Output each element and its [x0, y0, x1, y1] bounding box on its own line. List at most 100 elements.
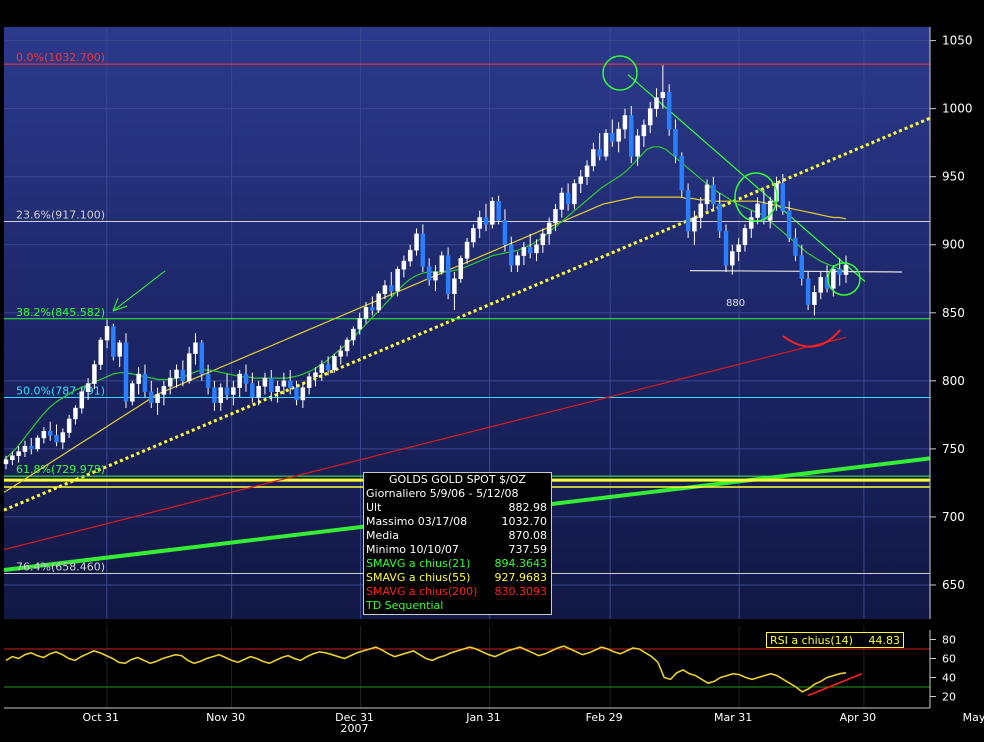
info-row-label: Massimo 03/17/08	[366, 515, 468, 528]
candle-up	[818, 277, 823, 293]
info-row-label: TD Sequential	[366, 599, 444, 612]
candle-down	[29, 445, 34, 450]
candle-up	[104, 326, 110, 341]
candle-up	[10, 455, 15, 461]
candle-up	[167, 377, 173, 387]
rsi-value: 44.83	[868, 634, 901, 647]
x-tick-label: Mar 31	[714, 711, 752, 724]
candle-up	[3, 459, 9, 465]
candle-up	[130, 383, 135, 402]
candle-up	[458, 258, 463, 280]
candle-up	[660, 92, 666, 99]
candle-up	[117, 342, 122, 357]
candle-down	[389, 285, 394, 292]
info-row-value: 882.98	[508, 501, 548, 514]
candle-up	[73, 407, 78, 420]
y-tick-label: 650	[942, 578, 965, 592]
info-row-label: SMAVG a chius(200)	[366, 585, 478, 598]
candle-up	[275, 386, 280, 392]
candle-down	[799, 255, 805, 280]
info-row: Minimo 10/10/07 737.59	[364, 543, 551, 557]
fib-level-label: 61.8%(729.978)	[16, 463, 105, 476]
candle-up	[79, 391, 85, 409]
candle-up	[730, 251, 735, 266]
candle-down	[250, 383, 255, 398]
info-header-2: Giornaliero 5/9/06 - 5/12/08	[366, 487, 519, 500]
neckline	[689, 270, 903, 273]
candle-up	[515, 255, 520, 266]
candle-up	[591, 149, 596, 167]
candle-up	[319, 364, 325, 373]
candle-down	[509, 244, 514, 266]
candle-up	[584, 165, 590, 177]
y-tick-label: 850	[942, 306, 965, 320]
candle-up	[136, 373, 141, 384]
candle-up	[313, 372, 318, 378]
candle-up	[193, 342, 198, 354]
arrow-shaft	[112, 270, 166, 312]
candle-up	[382, 285, 388, 294]
fib-level-label: 38.2%(845.582)	[16, 306, 105, 319]
candle-up	[231, 387, 236, 395]
x-tick-label: Feb 29	[586, 711, 623, 724]
candle-up	[452, 278, 457, 294]
candle-up	[812, 292, 817, 305]
info-row: SMAVG a chius(21) 894.3643	[364, 557, 551, 571]
right-circle	[827, 262, 861, 296]
candle-up	[174, 369, 179, 379]
candle-up	[736, 244, 741, 252]
candle-down	[527, 247, 533, 254]
candle-down	[224, 387, 230, 395]
candle-down	[123, 342, 129, 402]
info-row-label: SMAVG a chius(21)	[366, 557, 471, 570]
candle-up	[698, 203, 703, 218]
candle-down	[761, 203, 767, 221]
x-tick-label: Dec 31	[335, 711, 374, 724]
candle-up	[155, 394, 160, 403]
info-row-label: Minimo 10/10/07	[366, 543, 459, 556]
candle-up	[622, 115, 628, 130]
rsi-y-tick-label: 20	[942, 691, 956, 704]
rsi-legend: RSI a chius(14) 44.83	[766, 632, 904, 648]
candle-down	[325, 364, 331, 371]
info-row-value: 894.3643	[494, 557, 548, 570]
candle-up	[357, 317, 362, 330]
candle-down	[805, 278, 811, 305]
fib-level-label: 0.0%(1032.700)	[16, 51, 105, 64]
candle-down	[837, 268, 842, 275]
candle-down	[142, 373, 148, 392]
candle-down	[610, 132, 615, 142]
candle-down	[496, 200, 501, 221]
candle-down	[629, 115, 634, 157]
rsi-y-tick-label: 80	[942, 634, 956, 647]
candle-down	[111, 326, 116, 357]
arrow-head	[112, 297, 128, 312]
candle-down	[673, 128, 678, 157]
info-row-value: 1032.70	[501, 515, 548, 528]
info-row-value: 830.3093	[494, 585, 548, 598]
candle-up	[755, 203, 760, 218]
y-tick-label: 950	[942, 170, 965, 184]
candle-down	[723, 230, 729, 266]
candle-up	[578, 176, 583, 184]
candle-down	[54, 435, 59, 443]
fib-level-label: 76.4%(658.460)	[16, 560, 105, 573]
candle-up	[300, 387, 306, 401]
candle-up	[843, 264, 849, 275]
candle-up	[559, 192, 565, 210]
x-tick-label: Oct 31	[83, 711, 120, 724]
candle-down	[565, 192, 571, 205]
candle-up	[16, 451, 21, 456]
candle-up	[344, 339, 350, 352]
candle-up	[546, 222, 552, 235]
candle-down	[717, 203, 722, 232]
candle-up	[35, 437, 40, 450]
candle-up	[395, 268, 400, 292]
y-tick-label: 1050	[942, 34, 973, 48]
candle-up	[433, 271, 438, 281]
x-tick-label: Jan 31	[465, 711, 500, 724]
candle-up	[635, 135, 640, 157]
candle-down	[287, 380, 293, 388]
candle-down	[149, 391, 154, 403]
bottom-arc	[782, 329, 841, 348]
